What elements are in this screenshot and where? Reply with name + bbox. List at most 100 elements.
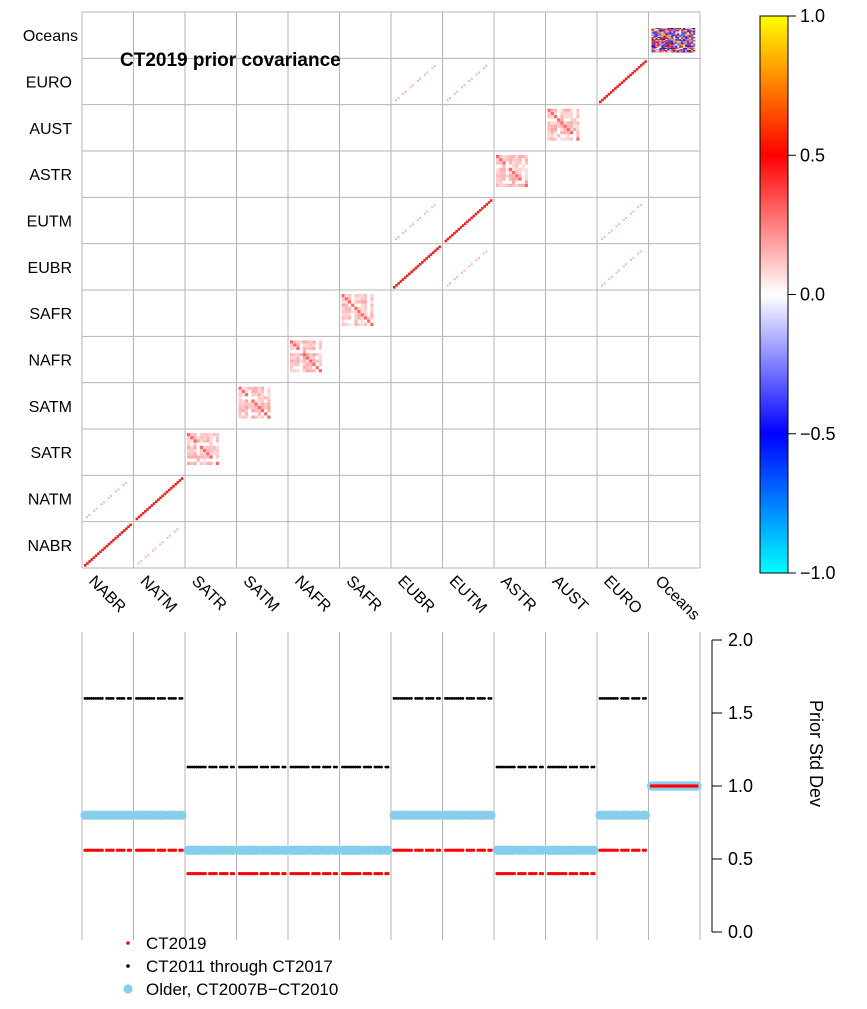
cov-cell (685, 49, 688, 51)
cov-cell (671, 35, 674, 38)
cov-cell (675, 46, 678, 49)
cov-cell (685, 50, 688, 52)
block-eutm (444, 199, 493, 243)
cov-cell (576, 124, 580, 128)
cov-cell (363, 313, 368, 317)
point (178, 697, 182, 700)
cov-cell (508, 174, 512, 178)
cov-cell (215, 461, 219, 465)
offdiag-cell (166, 536, 169, 539)
offdiag-cell (122, 484, 125, 487)
point (450, 697, 454, 700)
point (564, 765, 568, 769)
cov-cell (683, 37, 686, 40)
cov-cell (203, 452, 207, 456)
cov-cell (675, 36, 678, 39)
cov-cell (651, 46, 654, 49)
cov-cell (655, 44, 658, 46)
cov-cell (190, 433, 194, 437)
cov-cell (360, 310, 364, 314)
cov-cell (296, 369, 300, 373)
cov-cell (367, 319, 371, 323)
cov-cell (296, 346, 300, 350)
point (482, 848, 487, 852)
cov-cell (521, 183, 525, 187)
block-satm (238, 386, 271, 419)
point (156, 697, 160, 700)
cov-cell (502, 158, 506, 162)
diag-cell (459, 226, 463, 229)
cov-cell (687, 47, 690, 50)
point (356, 765, 360, 769)
diag-cell (483, 205, 486, 208)
cov-cell (661, 36, 664, 39)
cov-cell (665, 46, 668, 49)
cov-cell (267, 393, 271, 397)
colorbar-bar (759, 15, 789, 574)
cov-cell (689, 42, 692, 44)
cov-cell (257, 402, 261, 406)
point (380, 765, 383, 769)
cov-cell (667, 31, 670, 33)
cov-cell (360, 303, 364, 307)
point (478, 697, 482, 700)
offdiag-cell (110, 494, 113, 497)
cov-cell (653, 30, 656, 32)
point (259, 765, 263, 769)
diag-cell (135, 517, 139, 521)
cov-cell (665, 35, 668, 38)
cov-cell (671, 28, 674, 30)
cov-cell (206, 461, 210, 465)
cov-cell (675, 30, 678, 32)
cov-cell (675, 40, 678, 42)
point (454, 697, 458, 700)
point (313, 765, 317, 769)
point (367, 765, 370, 769)
point (277, 765, 280, 769)
cov-cell (673, 33, 676, 35)
point (369, 765, 373, 769)
cov-cell (521, 164, 525, 168)
point (143, 697, 147, 700)
cov-cell (679, 51, 682, 53)
cov-cell (309, 365, 313, 370)
cov-cell (576, 121, 580, 125)
cov-cell (687, 32, 690, 34)
cov-cell (669, 37, 672, 40)
cov-cell (673, 31, 676, 33)
cov-cell (244, 405, 249, 410)
cov-cell (502, 161, 506, 165)
cov-cell (651, 39, 654, 41)
cov-cell (687, 29, 690, 31)
cov-cell (550, 115, 554, 119)
point (188, 765, 192, 769)
cov-cell (691, 39, 694, 41)
cov-cell (655, 39, 658, 41)
cov-cell (693, 28, 696, 30)
point (392, 697, 396, 700)
point (315, 765, 319, 769)
offdiag-cell (632, 256, 635, 259)
point (274, 765, 278, 769)
cov-cell (299, 340, 303, 344)
block-oceans (651, 28, 696, 53)
cov-cell (651, 45, 654, 48)
cov-cell (244, 393, 249, 397)
row-label-safr: SAFR (29, 306, 72, 323)
cov-cell (309, 343, 313, 347)
offdiag-cell (448, 282, 451, 285)
cov-cell (693, 32, 696, 34)
cov-cell (187, 442, 191, 446)
point (626, 697, 630, 700)
cov-cell (209, 455, 213, 459)
cov-cell (341, 319, 345, 323)
offdiag-cell (173, 530, 176, 533)
cov-cell (673, 49, 676, 51)
cov-cell (206, 452, 210, 456)
offdiag-cell (115, 490, 117, 493)
cov-cell (312, 356, 316, 360)
cov-cell (687, 46, 690, 49)
diag-cell (159, 496, 162, 500)
cov-cell (238, 389, 242, 394)
